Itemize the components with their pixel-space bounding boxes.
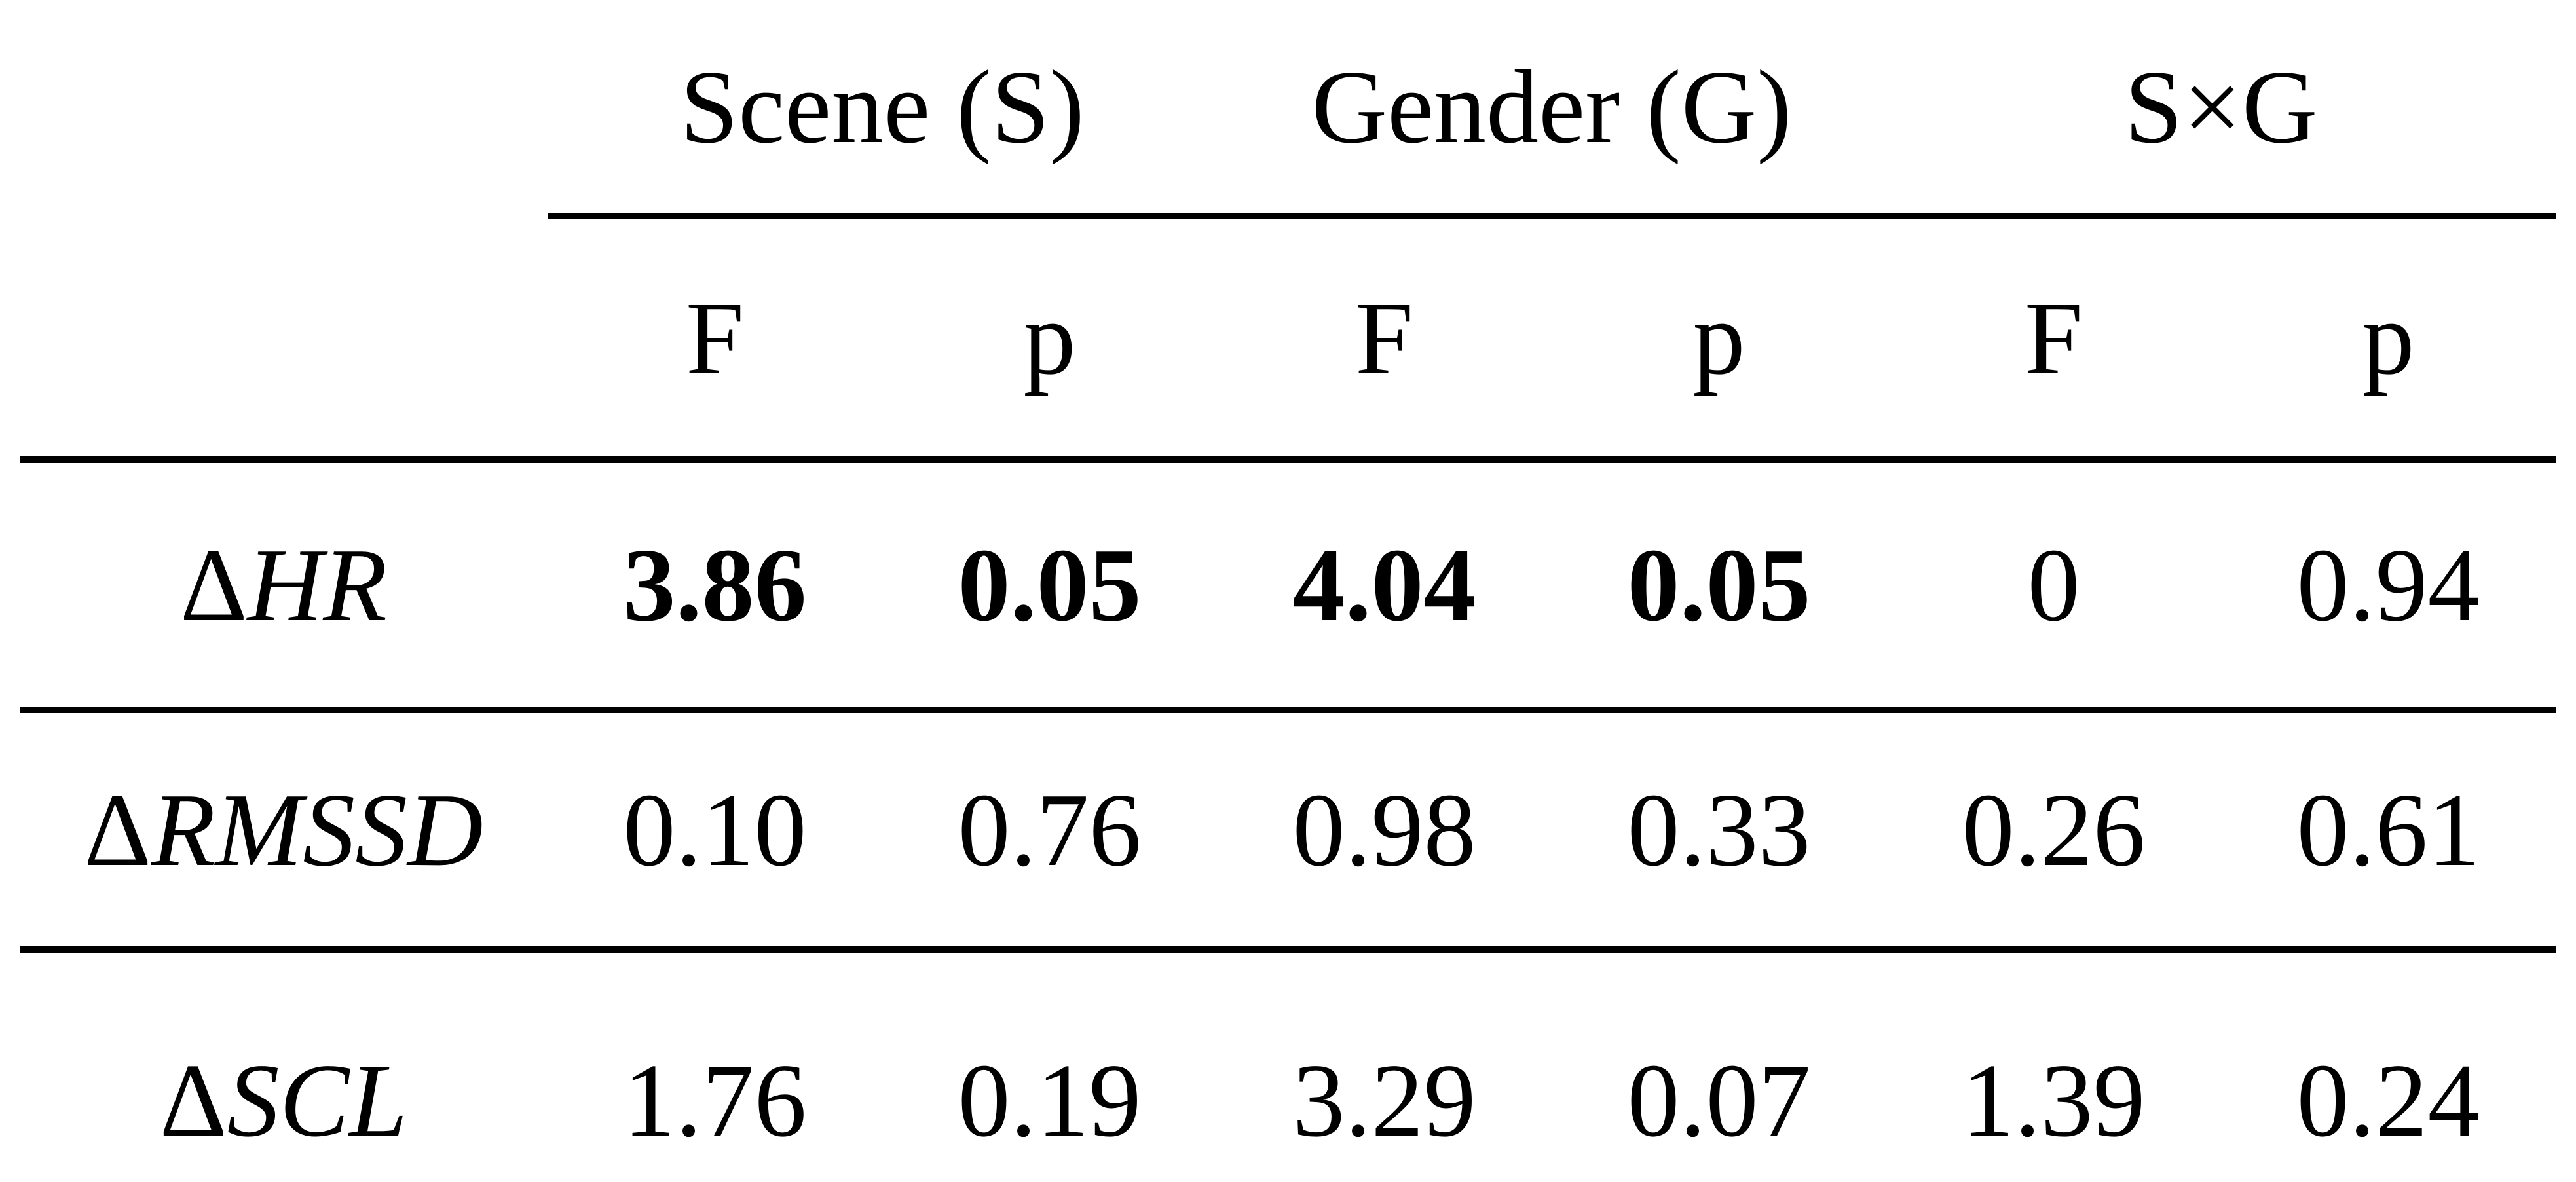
delta-symbol: Δ [84,771,152,888]
value-cell: 3.29 [1292,1042,1476,1158]
row-label-delta-rmssd: ΔRMSSD [20,710,548,953]
subheader-f-sxg: F [1886,216,2222,463]
value-cell: 0.76 [882,710,1218,953]
value-cell: 0.05 [882,460,1218,713]
group-header-scene: Scene (S) [548,0,1218,219]
subheader-row: F p F p F p [20,216,2556,463]
value-cell: 0 [1886,460,2222,713]
table-row-hr: ΔHR 3.86 0.05 4.04 0.05 0 0.94 [20,460,2556,713]
value-cell: 1.39 [1962,1042,2146,1158]
group-header-sxg: S×G [1886,0,2556,219]
delta-symbol: Δ [179,526,248,643]
subheader-p-gender: p [1552,216,1887,463]
delta-symbol: Δ [159,1042,227,1158]
row-label-delta-hr: ΔHR [20,460,548,713]
value-cell: 1.76 [623,1042,807,1158]
group-header-gender: Gender (G) [1217,0,1887,219]
value-cell: 0.94 [2221,460,2556,713]
value-cell: 0.98 [1217,710,1552,953]
value-cell: 0.05 [1552,460,1887,713]
stub-cell [20,0,548,216]
value-cell: 3.86 [548,460,882,713]
value-cell: 0.26 [1886,710,2222,953]
value-cell: 0.61 [2221,710,2556,953]
stub-cell [20,216,548,463]
anova-results-table: Scene (S) Gender (G) S×G F p F p F p ΔHR… [20,0,2556,1182]
value-cell: 4.04 [1217,460,1552,713]
table-row-scl: ΔSCL 1.76 0.19 3.29 0.07 1.39 0.24 [20,950,2556,1182]
value-cell: 0.24 [2296,1042,2480,1158]
subheader-f-scene: F [548,216,882,463]
row-label-text: HR [247,526,388,643]
row-label-delta-scl: ΔSCL [20,950,548,1182]
value-cell: 0.19 [958,1042,1142,1158]
value-cell: 0.33 [1552,710,1887,953]
subheader-p-scene: p [882,216,1218,463]
subheader-p-sxg: p [2221,216,2556,463]
table-row-rmssd: ΔRMSSD 0.10 0.76 0.98 0.33 0.26 0.61 [20,710,2556,953]
value-cell: 0.10 [548,710,882,953]
subheader-f-gender: F [1217,216,1552,463]
group-header-row: Scene (S) Gender (G) S×G [20,0,2556,219]
value-cell: 0.07 [1627,1042,1811,1158]
row-label-text: RMSSD [151,771,483,888]
row-label-text: SCL [227,1042,408,1158]
